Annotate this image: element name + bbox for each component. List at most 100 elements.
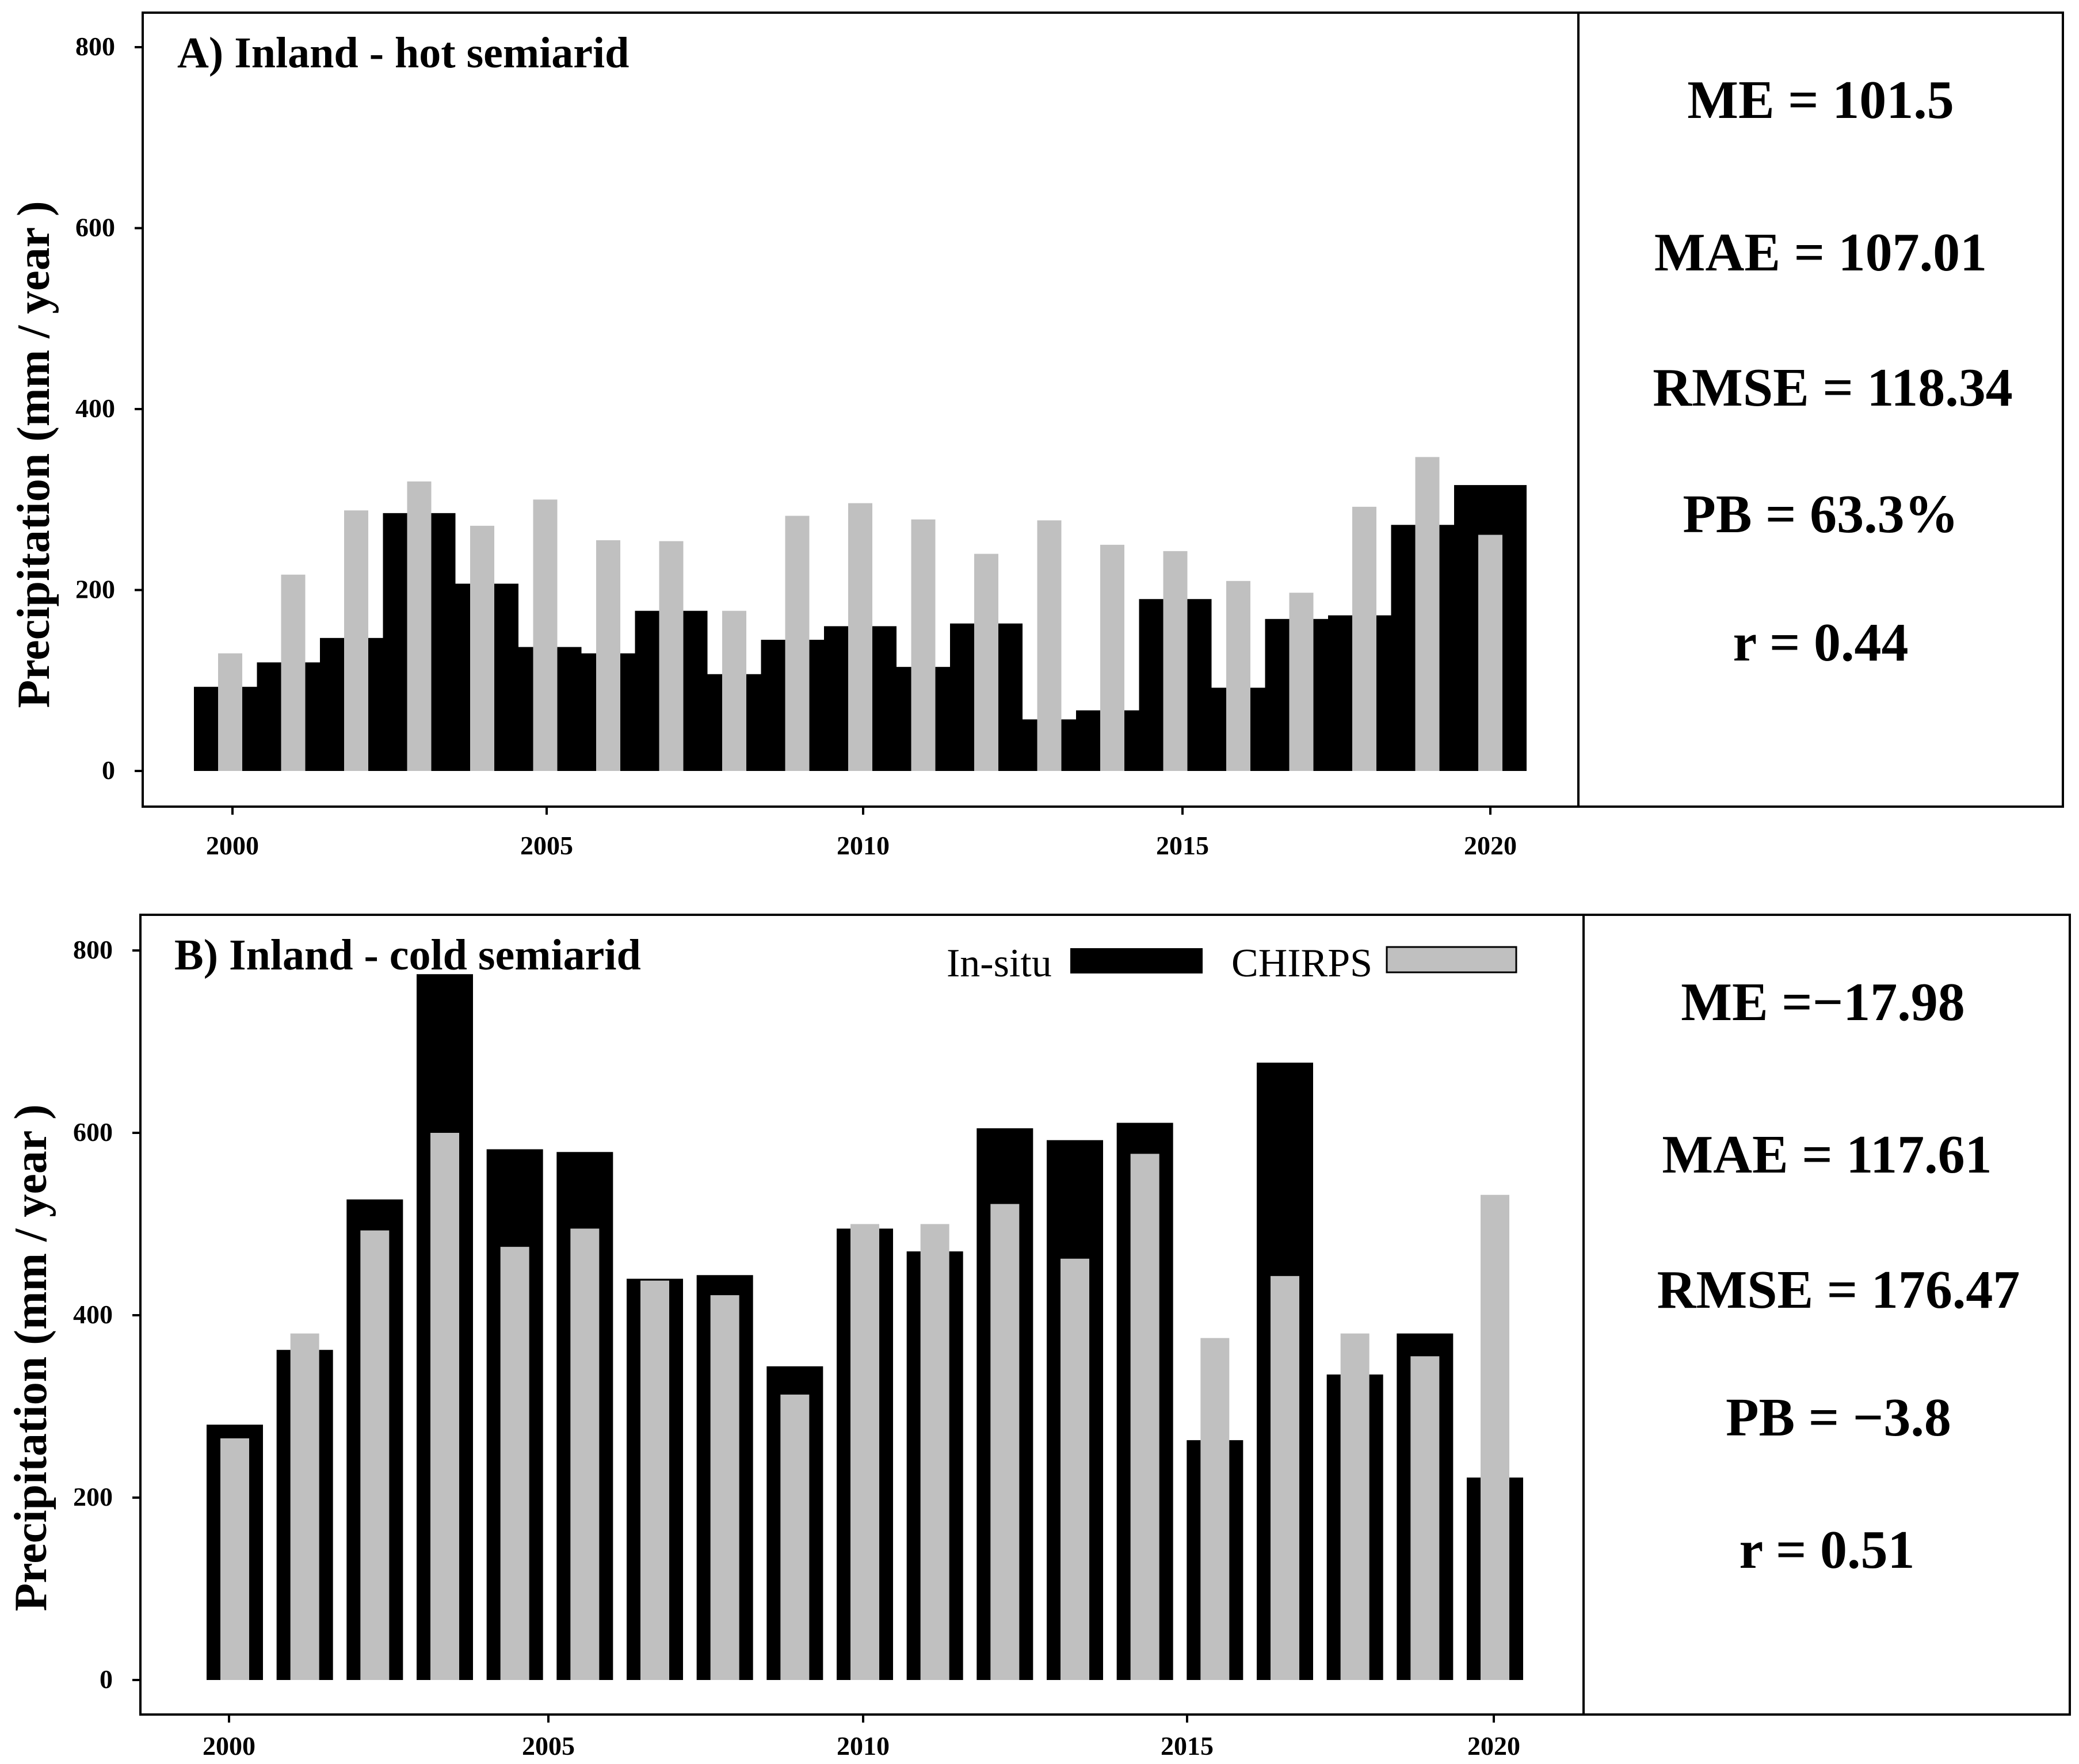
- bar-insitu: [698, 674, 722, 771]
- bar-insitu: [257, 662, 281, 771]
- bar-insitu: [761, 639, 785, 771]
- bar-chirps: [785, 516, 810, 771]
- bar-chirps: [1037, 520, 1062, 771]
- stat-r: r = 0.44: [1733, 613, 1908, 673]
- bar-chirps: [1478, 534, 1502, 771]
- bar-chirps: [911, 519, 936, 771]
- bar-insitu: [1202, 688, 1226, 771]
- bar-insitu: [1076, 710, 1100, 771]
- bar-chirps: [1163, 551, 1188, 771]
- stats-block: ME = 101.5 MAE = 107.01 RMSE = 118.34 PB…: [1653, 70, 2012, 673]
- bar-chirps: [596, 540, 620, 771]
- bar-insitu: [1139, 599, 1164, 771]
- bar-chirps: [710, 1295, 739, 1680]
- stat-pb: PB = 63.3%: [1683, 484, 1958, 544]
- x-tick-label: 2010: [837, 831, 890, 860]
- y-tick-label: 600: [73, 1117, 113, 1147]
- stat-pb: PB = −3.8: [1726, 1388, 1951, 1448]
- bar-chirps: [659, 541, 684, 771]
- bar-insitu: [635, 610, 659, 771]
- x-tick-label: 2010: [837, 1731, 890, 1761]
- bar-chirps: [1481, 1194, 1509, 1680]
- bar-chirps: [344, 510, 368, 771]
- stat-rmse: RMSE = 118.34: [1653, 358, 2012, 418]
- stat-me: ME = 101.5: [1687, 70, 1954, 130]
- legend-label-insitu: In-situ: [947, 941, 1052, 986]
- y-tick-label: 800: [73, 935, 113, 964]
- bar-chirps: [570, 1228, 600, 1680]
- panel-title: A) Inland - hot semiarid: [177, 29, 629, 77]
- bar-chirps: [1289, 593, 1314, 771]
- bar-chirps: [640, 1280, 669, 1680]
- bar-chirps: [500, 1247, 529, 1680]
- bar-chirps: [780, 1394, 810, 1680]
- bar-chirps: [533, 499, 558, 771]
- bar-chirps: [1410, 1356, 1440, 1680]
- stat-mae: MAE = 107.01: [1654, 223, 1987, 282]
- x-tick-label: 2020: [1464, 831, 1517, 860]
- y-tick-label: 400: [73, 1300, 113, 1329]
- bar-insitu: [1013, 719, 1037, 771]
- stat-rmse: RMSE = 176.47: [1657, 1260, 2020, 1320]
- bar-chirps: [1200, 1338, 1230, 1680]
- bar-chirps: [360, 1230, 390, 1680]
- x-axis-ticks: 2000 2005 2010 2015 2020: [206, 807, 1517, 860]
- y-axis-label: Precipitation (mm / year ): [6, 1104, 56, 1611]
- bar-insitu: [1502, 485, 1527, 771]
- bar-insitu: [509, 647, 533, 771]
- bar-insitu: [383, 513, 407, 771]
- bar-insitu: [1454, 485, 1478, 771]
- bar-insitu-cap: [1478, 485, 1502, 535]
- stat-mae: MAE = 117.61: [1662, 1125, 1992, 1185]
- stat-me: ME =−17.98: [1681, 972, 1965, 1032]
- bar-chirps: [281, 574, 306, 771]
- bar-chirps: [290, 1333, 319, 1680]
- y-tick-label: 0: [102, 755, 115, 785]
- y-axis-ticks: 0 200 400 600 800: [73, 935, 140, 1694]
- stat-r: r = 0.51: [1739, 1520, 1914, 1580]
- x-tick-label: 2020: [1467, 1731, 1520, 1761]
- bar-insitu: [824, 626, 848, 771]
- bar-chirps: [407, 481, 432, 771]
- bar-insitu: [1265, 618, 1290, 771]
- x-axis-ticks: 2000 2005 2010 2015 2020: [203, 1715, 1520, 1761]
- y-tick-label: 200: [75, 575, 115, 604]
- bar-insitu: [320, 637, 344, 771]
- legend-label-chirps: CHIRPS: [1231, 941, 1372, 986]
- y-tick-label: 800: [75, 32, 115, 61]
- bar-group: [194, 457, 1527, 771]
- x-tick-label: 2000: [206, 831, 259, 860]
- bar-insitu: [194, 686, 218, 771]
- y-tick-label: 0: [100, 1664, 113, 1694]
- x-tick-label: 2005: [520, 831, 573, 860]
- bar-insitu: [572, 653, 596, 771]
- bar-insitu: [887, 667, 911, 771]
- y-tick-label: 400: [75, 394, 115, 423]
- x-tick-label: 2000: [203, 1731, 255, 1761]
- legend-swatch-insitu: [1070, 948, 1203, 973]
- y-tick-label: 200: [73, 1482, 113, 1511]
- y-axis-ticks: 0 200 400 600 800: [75, 32, 143, 785]
- y-axis-label: Precipitation (mm / year ): [9, 201, 59, 708]
- y-tick-label: 600: [75, 213, 115, 242]
- bar-chirps: [722, 610, 746, 771]
- bar-chirps: [850, 1224, 879, 1680]
- bar-chirps: [1100, 544, 1124, 771]
- x-tick-label: 2005: [522, 1731, 575, 1761]
- bar-chirps: [1226, 581, 1250, 771]
- bar-group: [207, 974, 1523, 1680]
- legend: In-situ CHIRPS: [947, 941, 1517, 986]
- bar-chirps: [1340, 1333, 1370, 1680]
- stats-frame: [1577, 12, 2064, 808]
- panel-title: B) Inland - cold semiarid: [174, 931, 641, 979]
- bar-chirps: [1130, 1154, 1159, 1680]
- bar-chirps: [218, 653, 242, 771]
- bar-insitu: [950, 623, 974, 771]
- stats-block: ME =−17.98 MAE = 117.61 RMSE = 176.47 PB…: [1657, 972, 2020, 1580]
- panel-b-cold-semiarid: B) Inland - cold semiarid Precipitation …: [6, 914, 2071, 1761]
- bar-chirps: [1352, 506, 1376, 771]
- panel-a-hot-semiarid: A) Inland - hot semiarid Precipitation (…: [9, 12, 2064, 860]
- bar-chirps: [220, 1438, 249, 1680]
- bar-chirps: [974, 553, 998, 771]
